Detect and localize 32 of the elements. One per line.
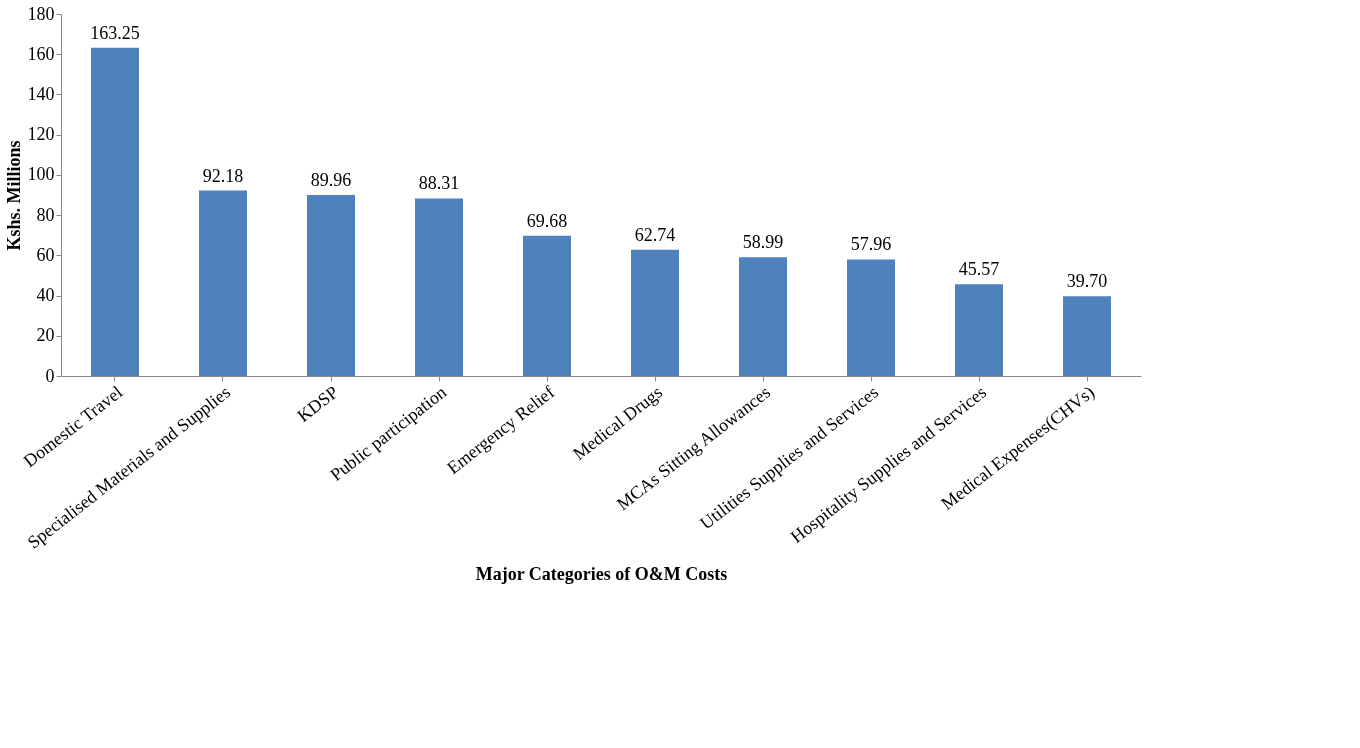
data-label: 39.70 (1066, 271, 1108, 292)
bar (847, 259, 895, 376)
bar (307, 195, 355, 376)
bar (739, 257, 787, 376)
data-label: 62.74 (634, 224, 676, 245)
y-tick-label: 0 (45, 365, 55, 386)
y-tick-label: 20 (36, 325, 55, 346)
y-tick-label: 120 (27, 124, 55, 145)
y-tick-label: 160 (27, 43, 55, 64)
bar (199, 190, 247, 376)
data-label: 163.25 (90, 22, 140, 43)
bar (955, 284, 1003, 376)
y-tick-label: 100 (27, 164, 55, 185)
data-label: 89.96 (310, 170, 352, 191)
x-axis-title: Major Categories of O&M Costs (475, 564, 728, 585)
y-tick-label: 40 (36, 285, 55, 306)
bar (1063, 296, 1111, 376)
bar (91, 47, 139, 376)
data-label: 92.18 (202, 165, 244, 186)
y-tick-label: 140 (27, 83, 55, 104)
bar (631, 249, 679, 376)
data-label: 88.31 (418, 173, 460, 194)
bar (523, 235, 571, 376)
data-label: 57.96 (850, 234, 892, 255)
data-label: 45.57 (958, 259, 1000, 280)
data-label: 58.99 (742, 232, 784, 253)
bar (415, 198, 463, 376)
y-tick-label: 180 (27, 3, 55, 24)
y-axis-title: Kshs. Millions (3, 140, 24, 251)
y-tick-label: 80 (36, 204, 55, 225)
y-tick-label: 60 (36, 244, 55, 265)
data-label: 69.68 (526, 210, 568, 231)
